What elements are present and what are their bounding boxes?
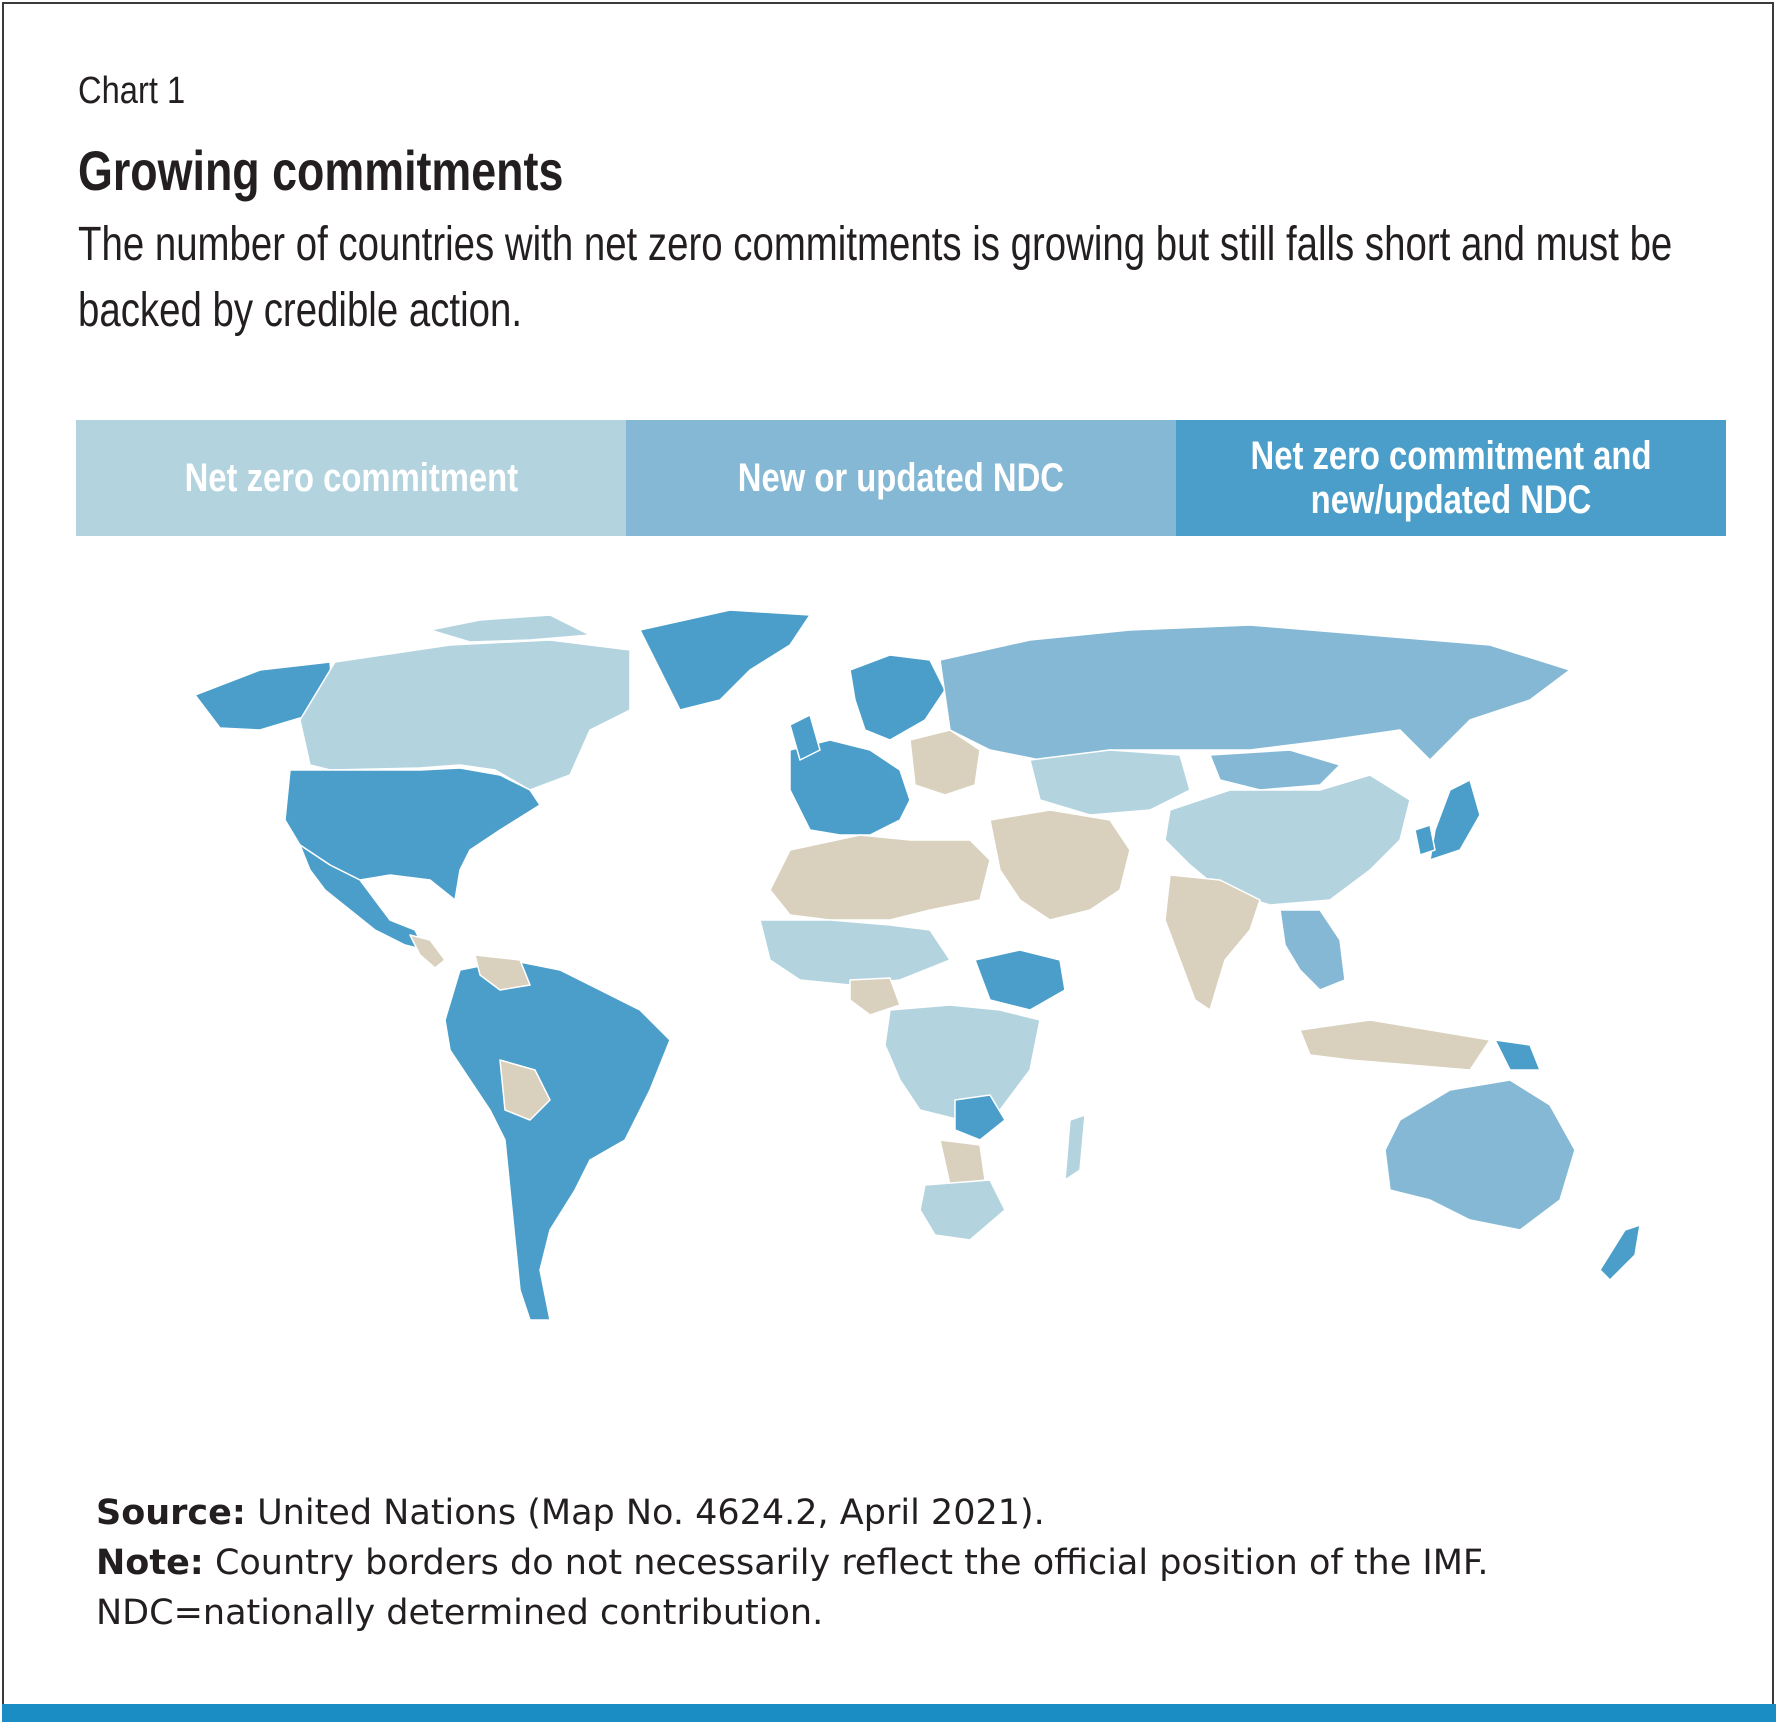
region-png xyxy=(1494,1039,1541,1071)
region-scandinavia xyxy=(849,654,946,741)
source-line: Source: United Nations (Map No. 4624.2, … xyxy=(96,1488,1489,1538)
region-middle-east xyxy=(989,809,1131,921)
region-bolivia xyxy=(499,1059,551,1121)
region-central-africa xyxy=(884,1004,1041,1121)
region-west-africa xyxy=(759,919,951,986)
legend-net-zero-label: Net zero commitment xyxy=(184,456,518,500)
legend-new-ndc: New or updated NDC xyxy=(626,420,1176,536)
region-north-africa xyxy=(769,834,991,921)
world-map xyxy=(194,609,1641,1321)
note-label: Note: xyxy=(96,1543,204,1583)
note-text: Country borders do not necessarily refle… xyxy=(214,1543,1489,1583)
chart-number: Chart 1 xyxy=(78,70,186,112)
region-indonesia xyxy=(1299,1019,1491,1071)
region-nigeria xyxy=(849,977,901,1016)
note-line: Note: Country borders do not necessarily… xyxy=(96,1538,1489,1588)
region-ethiopia-sudan xyxy=(974,949,1066,1011)
region-china xyxy=(1164,774,1411,906)
region-europe-west xyxy=(789,739,911,836)
footer-notes: Source: United Nations (Map No. 4624.2, … xyxy=(96,1488,1489,1638)
ndc-definition: NDC=nationally determined contribution. xyxy=(96,1593,824,1633)
region-new-zealand xyxy=(1599,1224,1641,1281)
region-southeast-asia xyxy=(1279,909,1346,991)
source-text: United Nations (Map No. 4624.2, April 20… xyxy=(257,1493,1045,1533)
chart-title: Growing commitments xyxy=(78,139,564,202)
region-uk xyxy=(789,714,821,761)
region-greenland xyxy=(639,609,811,711)
region-canada xyxy=(299,639,631,791)
region-botswana xyxy=(939,1139,986,1186)
source-label: Source: xyxy=(96,1493,246,1533)
region-kazakhstan xyxy=(1029,749,1191,816)
region-russia xyxy=(939,624,1571,761)
region-south-africa xyxy=(919,1179,1006,1241)
region-central-america xyxy=(409,934,446,969)
chart-subtitle: The number of countries with net zero co… xyxy=(78,218,1673,337)
region-venezuela xyxy=(474,954,531,991)
region-canada-islands xyxy=(429,614,591,643)
legend: Net zero commitment New or updated NDC N… xyxy=(76,420,1726,536)
legend-both: Net zero commitment and new/updated NDC xyxy=(1176,420,1726,536)
legend-both-label: Net zero commitment and new/updated NDC xyxy=(1250,434,1652,522)
region-korea xyxy=(1414,824,1436,856)
region-madagascar xyxy=(1064,1114,1086,1181)
bottom-accent-bar xyxy=(2,1704,1776,1722)
region-japan xyxy=(1429,779,1481,861)
region-zambia xyxy=(954,1094,1006,1141)
region-mongolia xyxy=(1209,749,1341,791)
legend-net-zero: Net zero commitment xyxy=(76,420,626,536)
region-australia xyxy=(1384,1079,1576,1231)
region-brazil-argentina xyxy=(444,959,671,1321)
region-india xyxy=(1164,874,1261,1011)
legend-new-ndc-label: New or updated NDC xyxy=(737,456,1065,500)
